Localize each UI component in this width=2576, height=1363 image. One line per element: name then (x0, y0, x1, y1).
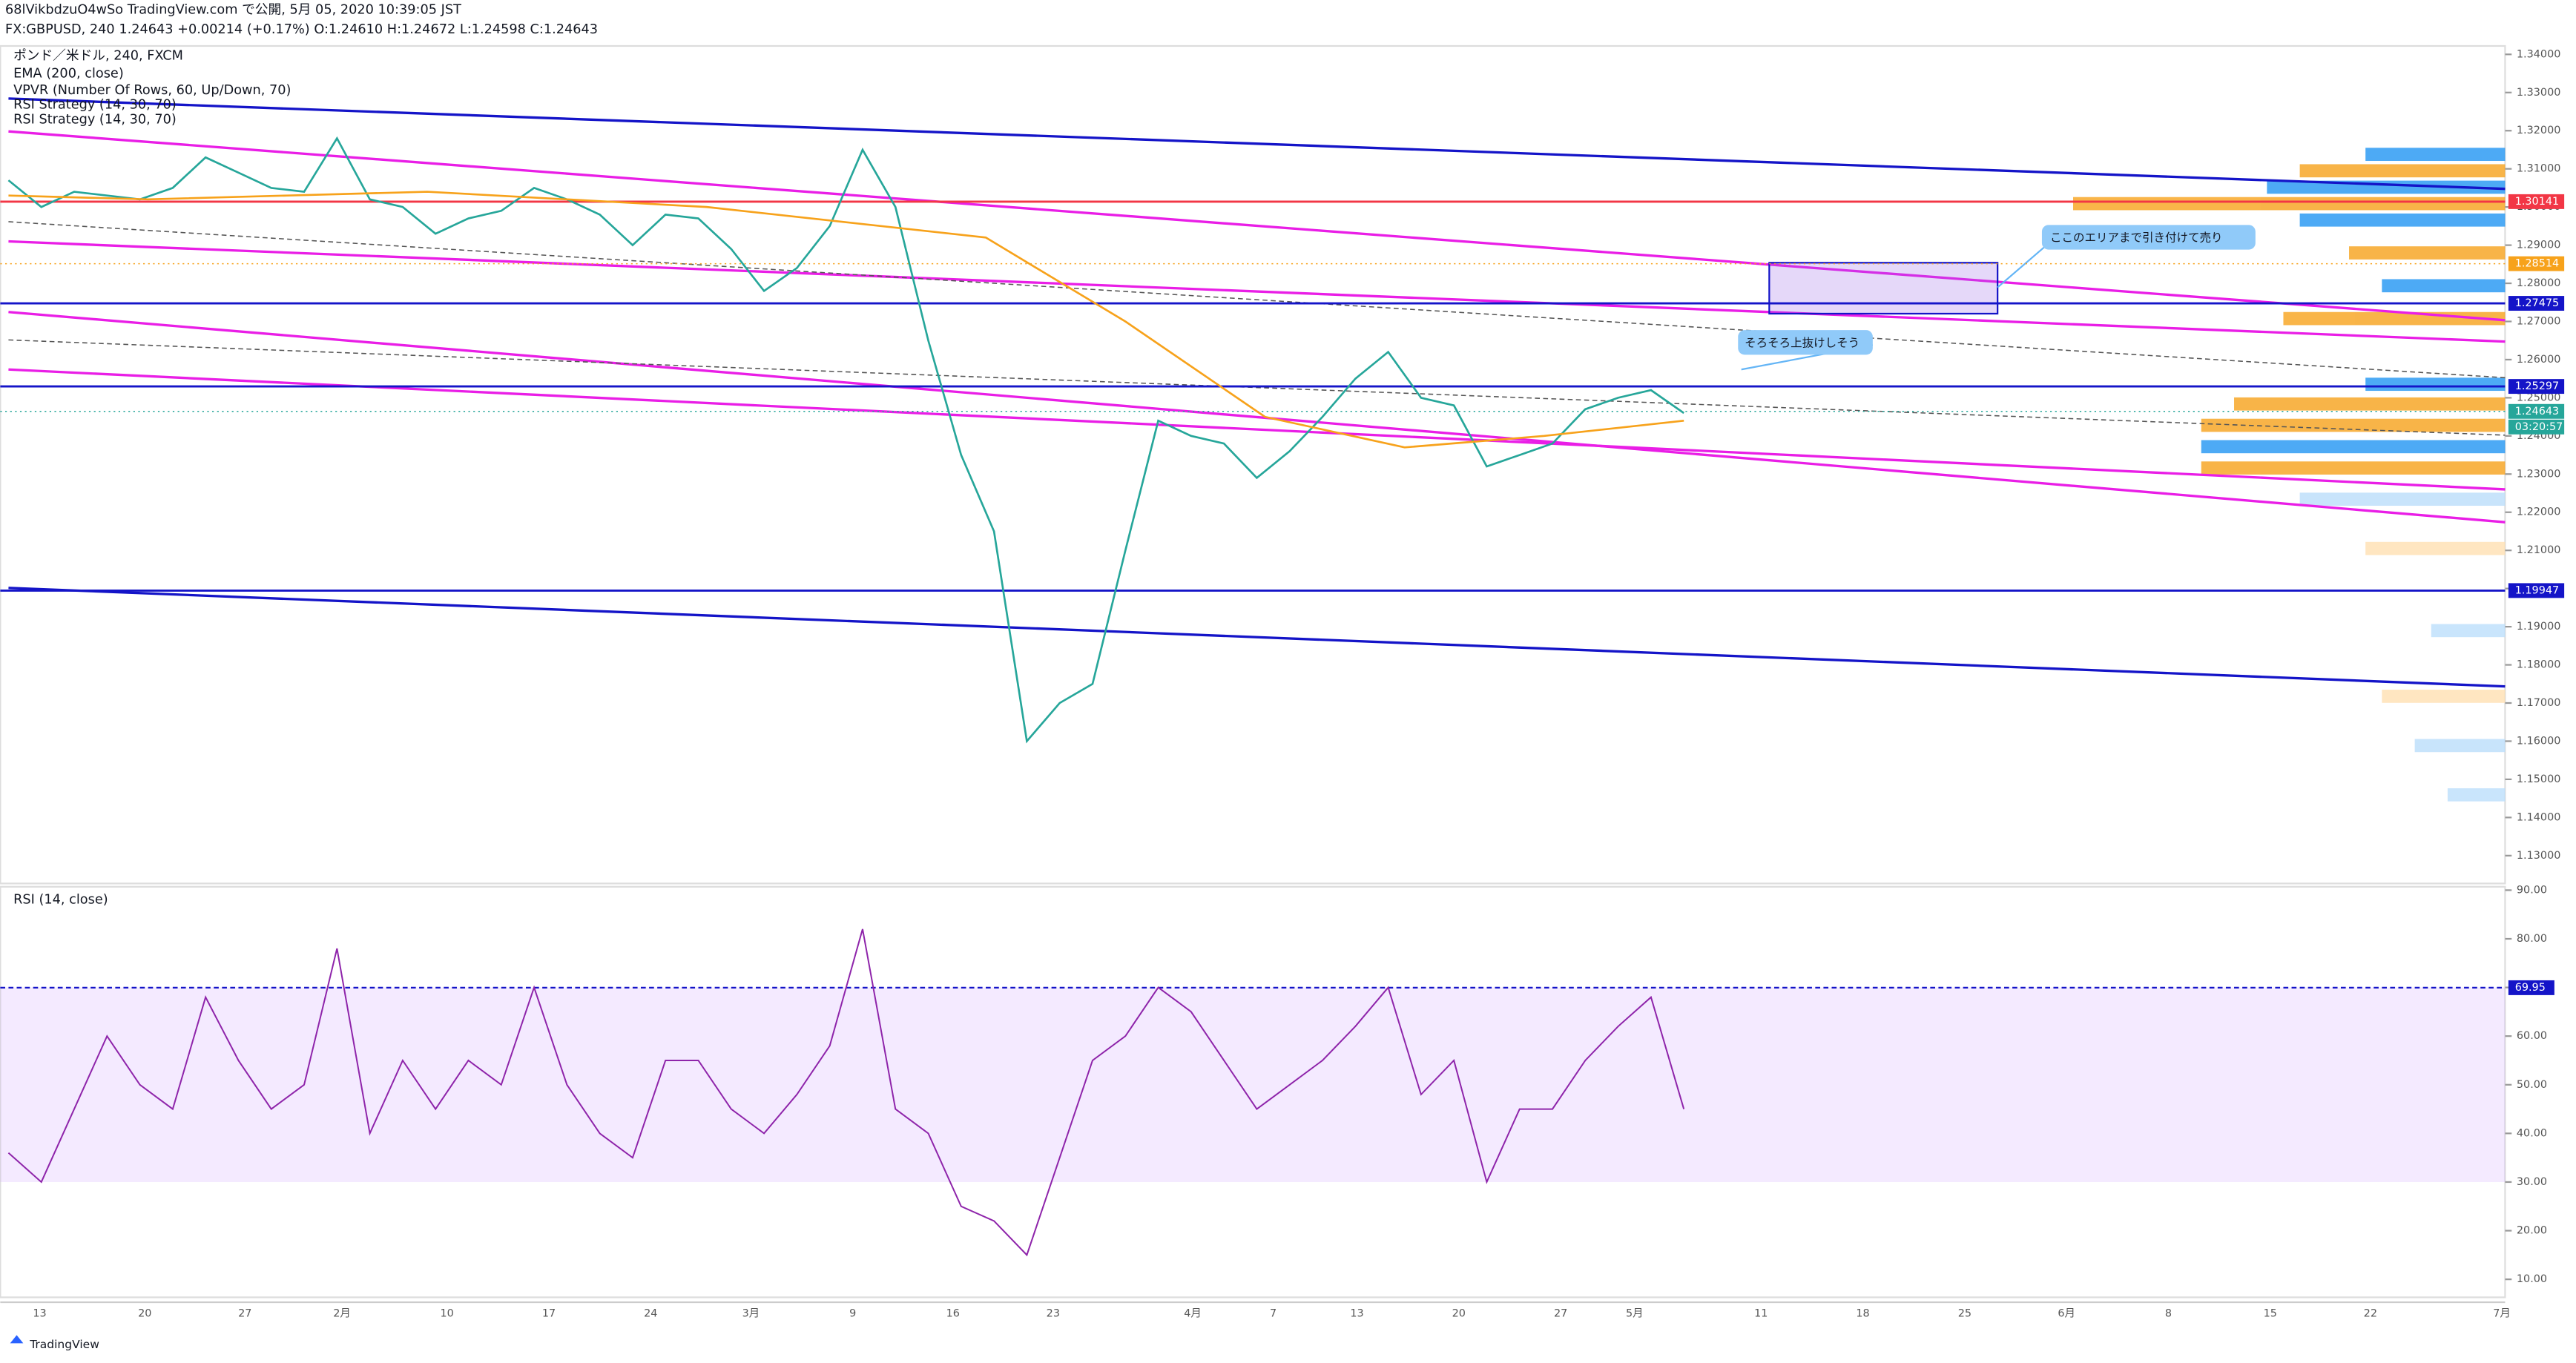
y-tick-label: 1.15000 (2517, 773, 2560, 785)
y-tick-label: 1.33000 (2517, 87, 2560, 99)
x-tick-label: 8 (2165, 1308, 2172, 1320)
x-tick-label: 3月 (742, 1308, 760, 1320)
legend-item: EMA (200, close) (13, 67, 124, 82)
y-tick-label: 60.00 (2517, 1030, 2547, 1042)
y-tick-label: 1.26000 (2517, 354, 2560, 366)
timer-tag (2508, 419, 2565, 435)
x-tick-label: 23 (1047, 1308, 1060, 1320)
x-tick-label: 20 (1452, 1308, 1466, 1320)
y-tick-label: 1.31000 (2517, 163, 2560, 175)
x-tick-label: 22 (2364, 1308, 2377, 1320)
y-tick-label: 1.19000 (2517, 621, 2560, 633)
x-tick-label: 4月 (1184, 1308, 1202, 1320)
footer: TradingView (29, 1338, 99, 1351)
x-tick-label: 11 (1754, 1308, 1768, 1320)
rsi-band (0, 987, 2506, 1182)
y-tick-label: 40.00 (2517, 1127, 2547, 1139)
trendlines (8, 97, 2506, 688)
price-tag-label: 1.19947 (2515, 584, 2559, 596)
rsi-line (7, 928, 1685, 1257)
volume-profile (2073, 148, 2506, 802)
x-tick-label: 7 (1270, 1308, 1277, 1320)
y-tick-label: 20.00 (2517, 1225, 2547, 1237)
y-tick-label: 1.25000 (2517, 392, 2560, 403)
timer: 03:20:57 (2515, 421, 2563, 433)
x-tick-label: 10 (441, 1308, 454, 1320)
price-tag-label: 1.27475 (2515, 297, 2559, 309)
y-tick-label: 80.00 (2517, 933, 2547, 945)
header-line2: FX:GBPUSD, 240 1.24643 +0.00214 (+0.17%)… (5, 22, 598, 37)
rsi-tag-label: 69.95 (2515, 982, 2546, 994)
x-tick-label: 20 (138, 1308, 151, 1320)
price-tag-label: 1.28514 (2515, 258, 2559, 270)
legend-item: RSI Strategy (14, 30, 70) (13, 113, 177, 128)
x-tick-label: 24 (644, 1308, 657, 1320)
callout (2041, 225, 2256, 250)
x-tick-label: 6月 (2058, 1308, 2075, 1320)
y-tick-label: 90.00 (2517, 884, 2547, 896)
price-tag (2508, 296, 2565, 311)
x-tick-label: 27 (238, 1308, 251, 1320)
rsi-title: RSI (14, close) (13, 893, 108, 908)
x-tick-label: 18 (1856, 1308, 1869, 1320)
y-tick-label: 1.16000 (2517, 735, 2560, 747)
y-tick-label: 50.00 (2517, 1079, 2547, 1091)
y-tick-label: 1.22000 (2517, 506, 2560, 518)
x-tick-label: 13 (1350, 1308, 1363, 1320)
legend-item: VPVR (Number Of Rows, 60, Up/Down, 70) (13, 83, 291, 98)
x-tick-label: 15 (2264, 1308, 2277, 1320)
rsi-tag (2508, 980, 2554, 995)
annotation: ここのエリアまで引き付けて売り (2050, 231, 2223, 245)
rsi-pane (0, 885, 2506, 1298)
price-tag-label: 1.25297 (2515, 380, 2559, 392)
legend-item: RSI Strategy (14, 30, 70) (13, 98, 177, 113)
x-tick-label: 2月 (333, 1308, 351, 1320)
y-tick-label: 1.23000 (2517, 468, 2560, 480)
x-tick-label: 27 (1554, 1308, 1567, 1320)
x-tick-label: 13 (33, 1308, 46, 1320)
callout (1738, 330, 1873, 355)
y-tick-label: 1.28000 (2517, 277, 2560, 289)
y-tick-label: 1.29000 (2517, 240, 2560, 251)
legend-item: ポンド／米ドル, 240, FXCM (13, 47, 183, 63)
header-line1: 68lVikbdzuO4wSo TradingView.com で公開, 5月 … (5, 2, 461, 17)
x-tick-label: 7月 (2493, 1308, 2511, 1320)
logo (10, 1335, 24, 1344)
y-tick-label: 1.27000 (2517, 315, 2560, 327)
y-tick-label: 1.13000 (2517, 850, 2560, 862)
y-tick-label: 1.21000 (2517, 544, 2560, 556)
x-tick-label: 17 (542, 1308, 556, 1320)
ema-line (8, 191, 1684, 449)
price-tag (2508, 583, 2565, 598)
y-tick-label: 1.18000 (2517, 659, 2560, 671)
y-tick-label: 1.32000 (2517, 125, 2560, 136)
y-tick-label: 1.14000 (2517, 811, 2560, 823)
price-line (7, 136, 1684, 744)
y-tick-label: 10.00 (2517, 1273, 2547, 1285)
price-tag-label: 1.30141 (2515, 196, 2559, 208)
price-tag (2508, 256, 2565, 271)
x-tick-label: 5月 (1626, 1308, 1644, 1320)
price-tag-label: 1.24643 (2515, 406, 2559, 418)
y-tick-label: 1.17000 (2517, 697, 2560, 709)
price-tag (2508, 403, 2565, 419)
x-tick-label: 25 (1958, 1308, 1971, 1320)
y-tick-label: 1.34000 (2517, 48, 2560, 60)
price-tag (2508, 379, 2565, 395)
x-tick-label: 9 (849, 1308, 856, 1320)
annotation: そろそろ上抜けしそう (1745, 336, 1859, 349)
x-tick-label: 16 (946, 1308, 960, 1320)
price-tag (2508, 194, 2565, 209)
y-tick-label: 30.00 (2517, 1176, 2547, 1188)
